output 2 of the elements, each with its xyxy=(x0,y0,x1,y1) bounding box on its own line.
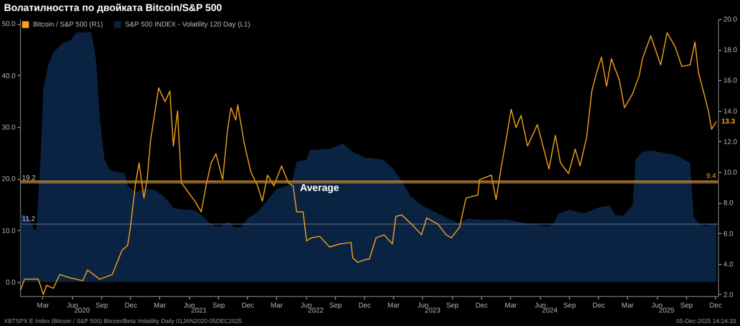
chart-title: Волатилността по двойката Bitcoin/S&P 500 xyxy=(4,3,222,14)
annotation: Average xyxy=(300,183,340,194)
